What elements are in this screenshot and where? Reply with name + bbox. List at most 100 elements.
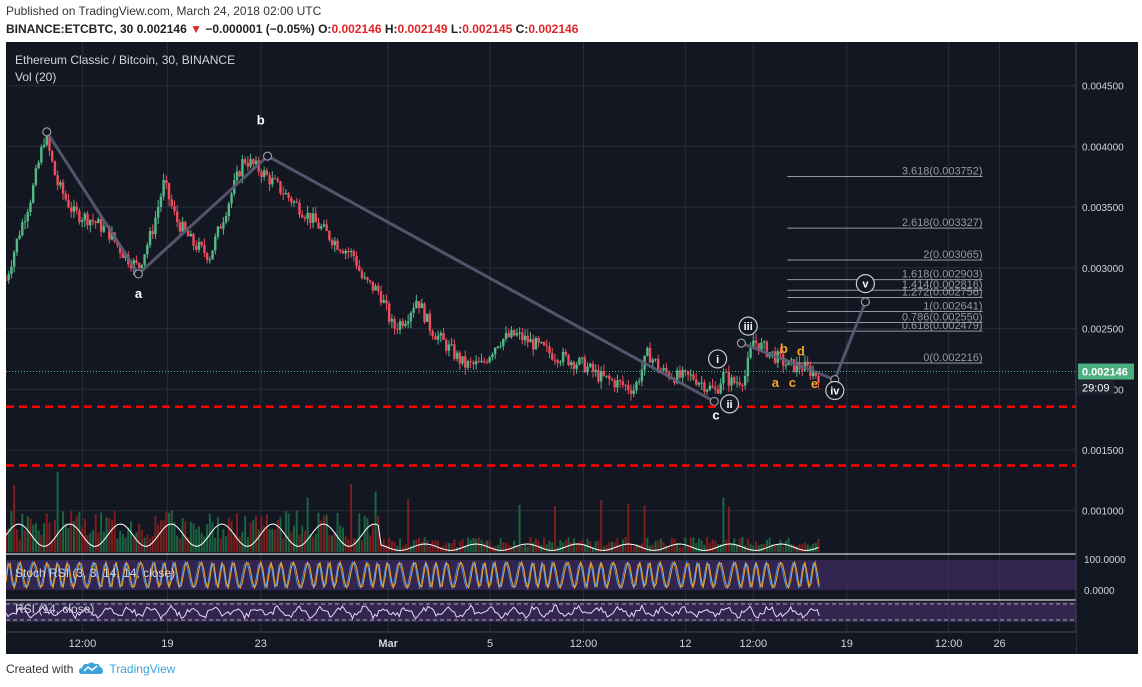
volume-bar (586, 538, 589, 552)
time-tick: 19 (161, 638, 173, 650)
candle (89, 219, 92, 226)
candle (594, 369, 597, 372)
volume-bar (5, 530, 7, 552)
candle (537, 338, 540, 343)
volume-bar (793, 544, 796, 552)
candle (333, 240, 337, 246)
candle (442, 332, 445, 340)
brand-link[interactable]: TradingView (109, 662, 176, 676)
candle (749, 347, 752, 358)
price-badge (1078, 363, 1134, 380)
candle (507, 333, 510, 338)
chart-pane[interactable]: 3.618(0.003752) 2.618(0.003327) 2(0.003065… (4, 42, 1138, 654)
candle (352, 251, 356, 256)
volume-bar (635, 544, 638, 552)
close-label: C: (515, 22, 529, 36)
volume-bar (374, 491, 377, 552)
high-label: H: (384, 22, 398, 36)
candle (336, 240, 339, 250)
volume-bar (113, 510, 116, 552)
volume-bar (303, 530, 306, 552)
volume-bar (388, 537, 391, 552)
wave-line (45, 131, 715, 403)
volume-bar (32, 524, 35, 552)
price-tick: 0.004000 (1082, 142, 1124, 153)
volume-bar (15, 529, 18, 552)
volume-bar (97, 532, 100, 552)
candle (665, 367, 668, 373)
candle (613, 380, 616, 388)
wave-point (709, 396, 719, 407)
volume-bar (314, 533, 317, 552)
volume-bar (211, 522, 214, 552)
candle (140, 264, 144, 269)
volume-bar (738, 538, 741, 552)
volume-bar (597, 540, 600, 552)
candle (18, 235, 21, 239)
candle (12, 252, 16, 267)
candle (466, 361, 470, 368)
candle (480, 360, 483, 363)
candle (268, 174, 271, 185)
candle (135, 260, 138, 263)
candle (102, 226, 106, 232)
candle (662, 367, 665, 371)
tradingview-cloud-icon (79, 662, 104, 674)
chart-svg[interactable]: 3.618(0.003752) 2.618(0.003327) 2(0.003065… (4, 42, 1138, 654)
volume-bar (665, 545, 668, 552)
candle (260, 171, 263, 177)
candle (303, 217, 307, 219)
candle (366, 277, 369, 281)
candle (99, 218, 103, 232)
fib-level-label: 2(0.003065) (923, 249, 982, 261)
volume-bar (578, 541, 581, 552)
candle (681, 370, 684, 378)
volume-bar (86, 535, 89, 552)
candle (309, 212, 312, 223)
price-tick: 0.003000 (1082, 264, 1124, 275)
fib-level-label: 0.618(0.002479) (902, 320, 983, 332)
volume-bar (214, 537, 217, 552)
volume-ma (5, 523, 819, 551)
volume-bar (543, 537, 546, 552)
volume-bar (380, 541, 383, 552)
volume-bar (630, 544, 633, 552)
volume-bar (733, 538, 736, 552)
volume-bar (548, 540, 551, 552)
change: −0.000001 (−0.05%) (205, 22, 315, 36)
stoch-tick-100: 100.0000 (1084, 555, 1126, 566)
candle (219, 226, 222, 229)
candle (349, 251, 353, 253)
wave-point (262, 151, 273, 161)
candle (540, 342, 543, 344)
wave-point (860, 297, 870, 307)
candle (390, 319, 394, 322)
volume-bar (616, 537, 619, 552)
wave-label: a (135, 286, 143, 301)
volume-bar (676, 542, 679, 552)
volume-bar (700, 540, 703, 552)
candle (420, 303, 423, 309)
circle-label-ring (738, 316, 758, 336)
volume-bar (154, 515, 157, 552)
volume-bar (814, 542, 817, 552)
volume-bar (165, 511, 168, 552)
volume-bar (358, 513, 361, 552)
candle (64, 193, 67, 200)
volume-bar (409, 545, 412, 552)
volume-bar (146, 534, 149, 552)
candle (719, 383, 722, 394)
volume-bar (779, 539, 782, 552)
candle (360, 270, 364, 279)
circle-label: iii (744, 321, 753, 333)
candle (265, 170, 269, 175)
volume-bar (189, 521, 192, 552)
candle (347, 250, 350, 253)
fib-level-label: 1(0.002641) (923, 300, 982, 312)
volume-bar (472, 538, 475, 552)
candle (86, 213, 89, 226)
candle (447, 344, 451, 351)
volume-bar (298, 534, 301, 552)
candle (281, 193, 285, 195)
rsi-line (5, 604, 820, 620)
